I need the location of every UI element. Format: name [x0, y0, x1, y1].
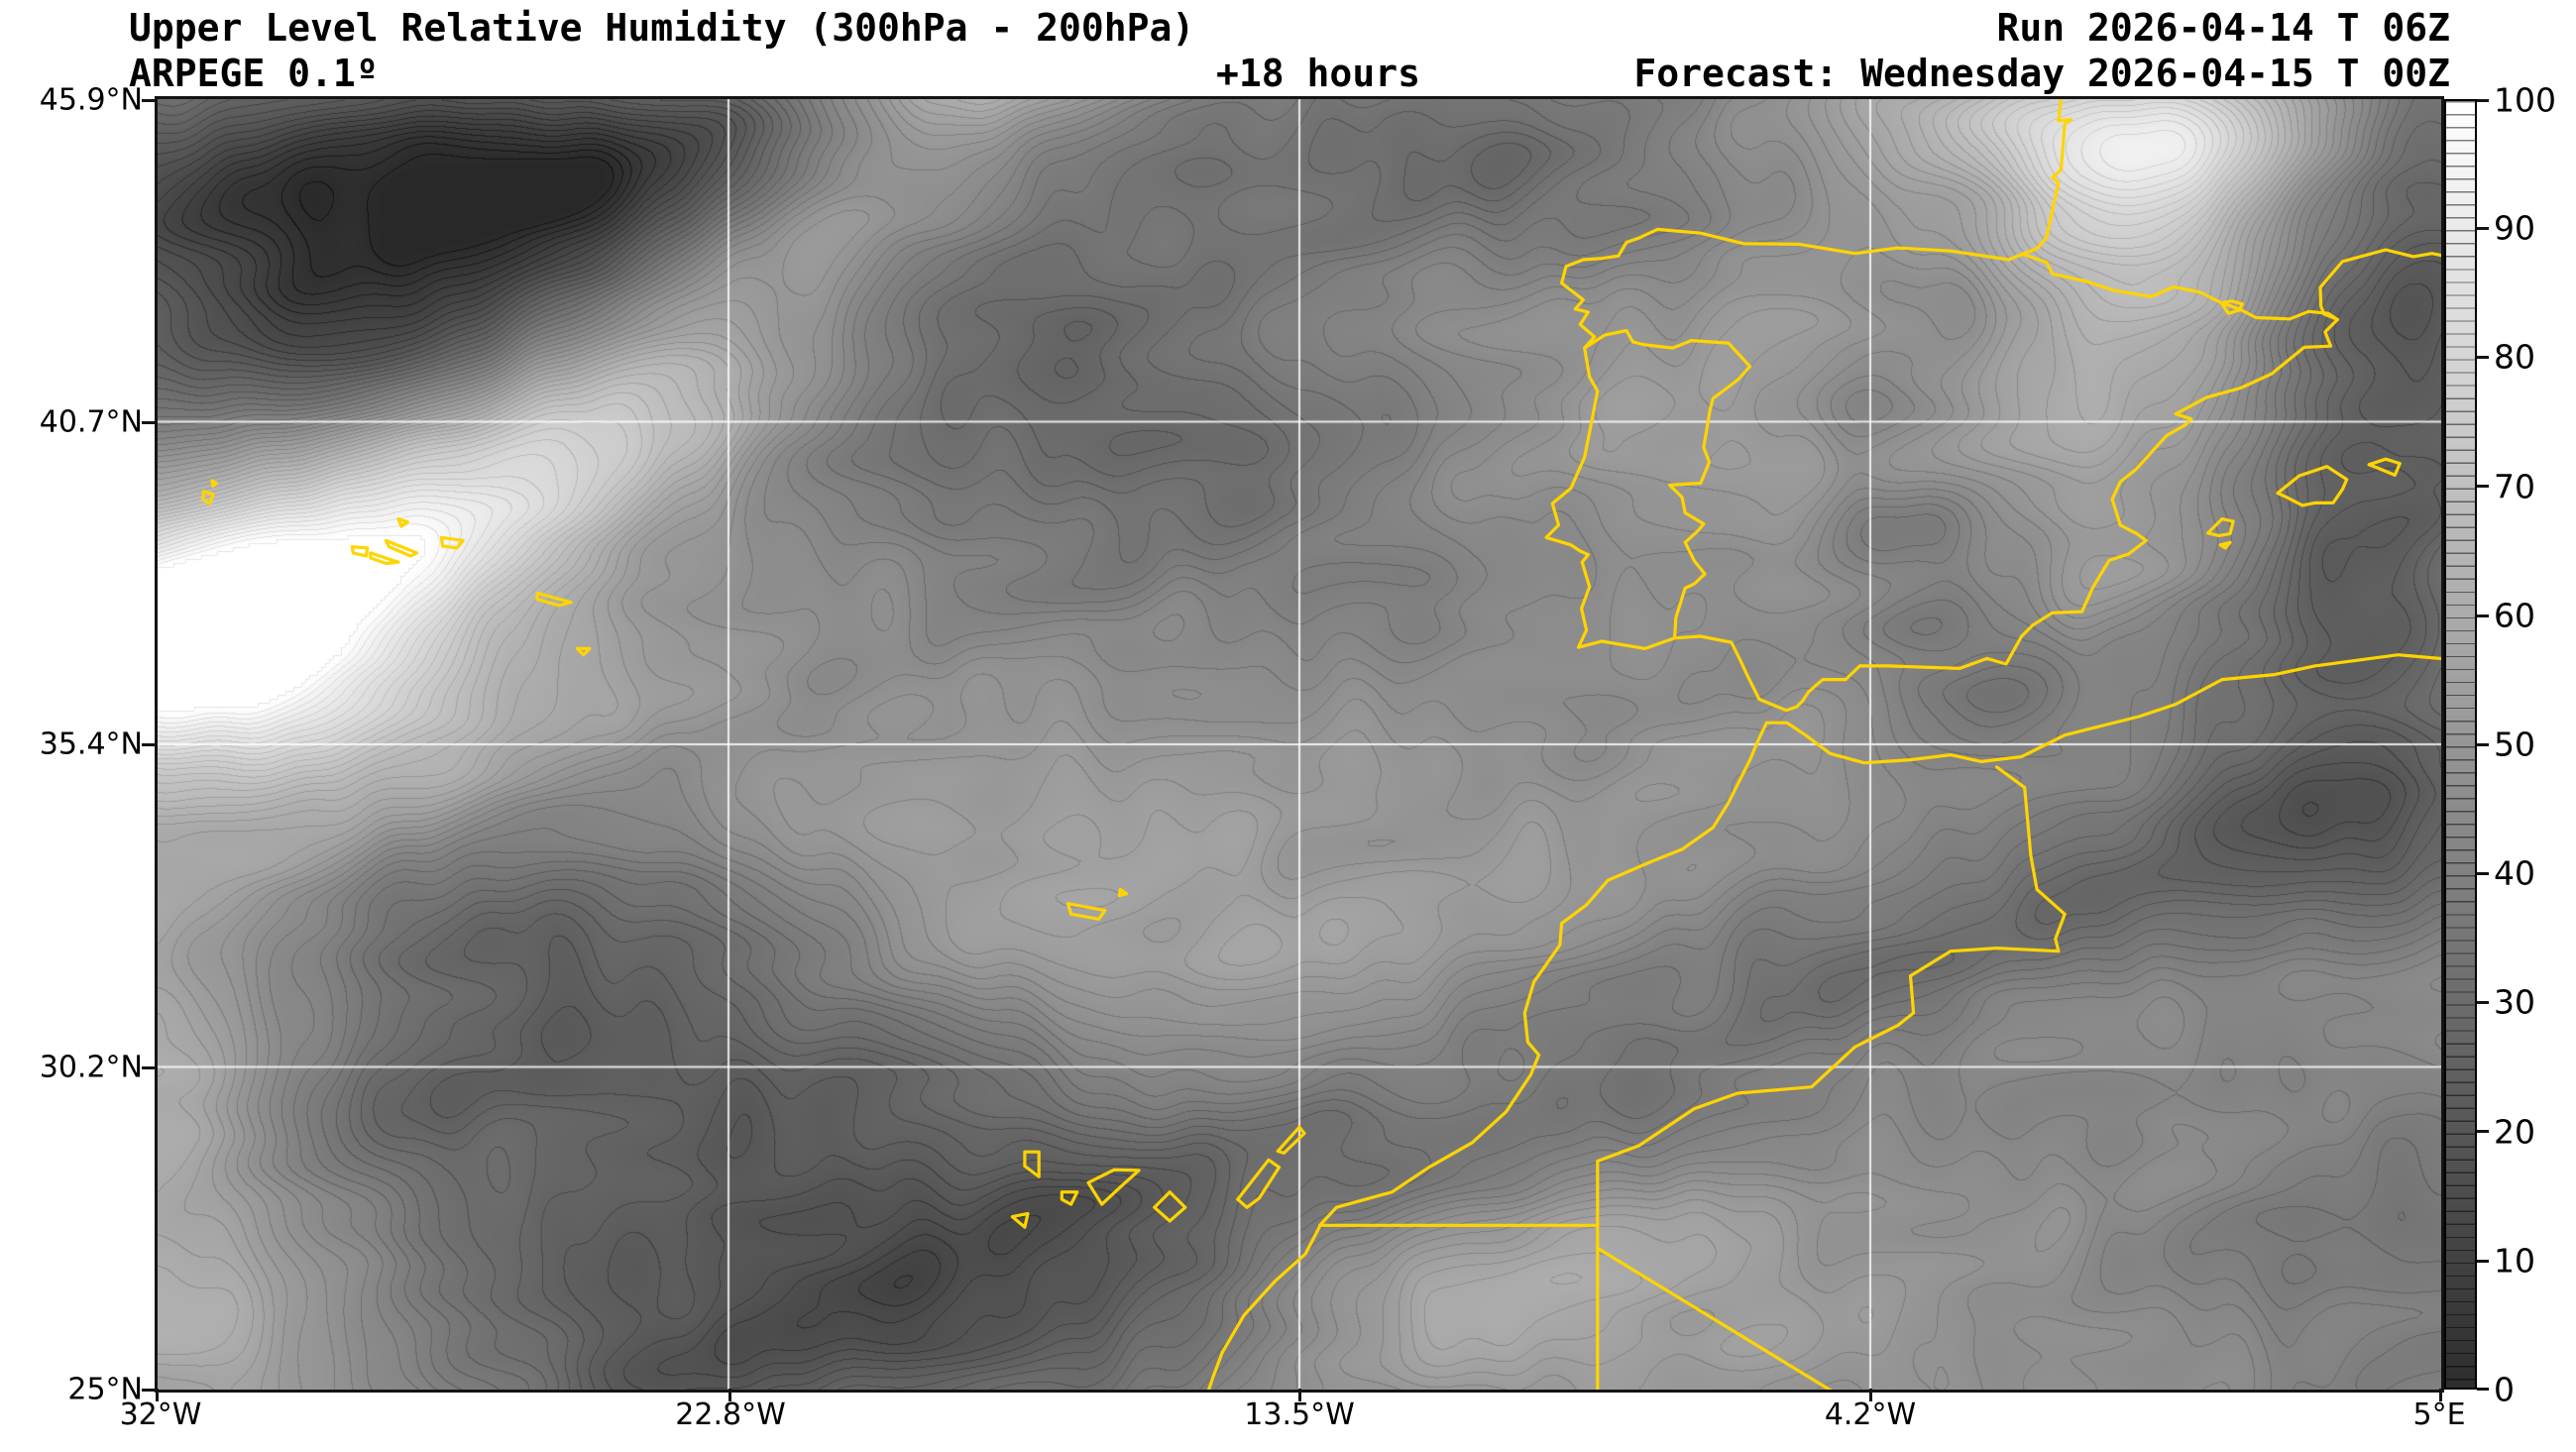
lat-axis-label: 45.9°N: [39, 82, 143, 118]
lat-tick: [142, 99, 155, 102]
lat-tick: [142, 421, 155, 424]
coastline-algeria-mauritania-border: [1596, 1246, 1833, 1390]
lat-axis-label: 25°N: [67, 1372, 143, 1407]
coastline-morocco-algeria-border: [1596, 765, 2067, 1227]
colorbar-label: 30: [2494, 982, 2535, 1022]
lat-tick: [142, 743, 155, 746]
coastline-tenerife: [1086, 1168, 1141, 1206]
colorbar-tick: [2477, 99, 2489, 102]
coastline-sao-miguel: [535, 591, 573, 608]
colorbar-tick: [2477, 356, 2489, 359]
colorbar-tick: [2477, 1130, 2489, 1133]
lon-tick: [156, 1389, 159, 1401]
lon-axis-label: 4.2°W: [1824, 1397, 1917, 1432]
colorbar-label: 100: [2494, 80, 2556, 120]
lon-axis-label: 22.8°W: [675, 1397, 786, 1432]
coastline-pyrenees-border: [2020, 252, 2339, 321]
run-label: Run 2026-04-14 T 06Z: [1996, 6, 2450, 50]
coastline-graciosa: [396, 517, 409, 528]
map-plot: [155, 96, 2444, 1393]
coastline-flores: [200, 490, 215, 505]
coastline-portugal-spain-border: [1583, 329, 1752, 640]
coastline-la-gomera: [1060, 1190, 1079, 1206]
coastline-ibiza: [2206, 517, 2235, 537]
coastline-sao-jorge: [384, 538, 419, 558]
colorbar-tick: [2477, 614, 2489, 617]
colorbar-label: 0: [2494, 1370, 2515, 1409]
coastline-corvo: [210, 479, 218, 489]
colorbar-tick: [2477, 1260, 2489, 1263]
humidity-field-canvas: [158, 99, 2441, 1390]
lon-tick: [2439, 1389, 2442, 1401]
lon-tick: [1869, 1389, 1872, 1401]
colorbar: [2444, 99, 2477, 1390]
coastline-madeira: [1065, 902, 1107, 921]
colorbar-contour-lines: [2446, 101, 2475, 1388]
coastline-menorca: [2367, 457, 2402, 477]
colorbar-tick: [2477, 485, 2489, 488]
coastline-faial: [350, 545, 370, 558]
colorbar-tick: [2477, 1388, 2489, 1391]
coastline-gran-canaria: [1153, 1190, 1187, 1223]
colorbar-tick: [2477, 743, 2489, 746]
model-label: ARPEGE 0.1º: [129, 52, 379, 95]
colorbar-label: 90: [2494, 208, 2535, 248]
lat-axis-label: 40.7°N: [39, 404, 143, 440]
lon-tick: [728, 1389, 731, 1401]
colorbar-label: 40: [2494, 853, 2535, 893]
coastline-lanzarote: [1276, 1125, 1306, 1155]
lead-time-label: +18 hours: [1216, 52, 1420, 95]
page-title: Upper Level Relative Humidity (300hPa - …: [129, 6, 1195, 50]
coastline-pico: [369, 551, 400, 566]
forecast-label: Forecast: Wednesday 2026-04-15 T 00Z: [1633, 52, 2450, 95]
lon-axis-label: 5°E: [2412, 1397, 2466, 1432]
colorbar-tick: [2477, 227, 2489, 230]
coastline-fuerteventura: [1236, 1158, 1282, 1209]
colorbar-tick: [2477, 872, 2489, 875]
coastline-terceira: [439, 535, 465, 550]
coastline-el-hierro: [1010, 1211, 1030, 1229]
coastline-la-palma: [1023, 1150, 1041, 1178]
colorbar-label: 50: [2494, 725, 2535, 764]
lat-axis-label: 30.2°N: [39, 1050, 143, 1085]
coastline-mallorca: [2276, 465, 2349, 507]
lat-tick: [142, 1066, 155, 1069]
colorbar-label: 60: [2494, 596, 2535, 635]
colorbar-tick: [2477, 1001, 2489, 1004]
coastline-formentera: [2218, 540, 2232, 550]
lon-axis-label: 32°W: [119, 1397, 202, 1432]
coastline-andorra-border: [2219, 299, 2245, 315]
lon-tick: [1298, 1389, 1301, 1401]
colorbar-label: 80: [2494, 337, 2535, 377]
lon-axis-label: 13.5°W: [1244, 1397, 1355, 1432]
colorbar-label: 10: [2494, 1241, 2535, 1281]
colorbar-label: 20: [2494, 1112, 2535, 1152]
coastline-france-iberia-coast: [1544, 99, 2441, 713]
coastline-overlay: [200, 99, 2441, 1390]
coastline-porto-santo: [1117, 887, 1129, 898]
lat-axis-label: 35.4°N: [39, 726, 143, 762]
coastline-africa-coast: [1206, 653, 2441, 1390]
colorbar-label: 70: [2494, 467, 2535, 506]
lat-tick: [142, 1389, 155, 1392]
coastline-santa-maria: [575, 646, 592, 657]
